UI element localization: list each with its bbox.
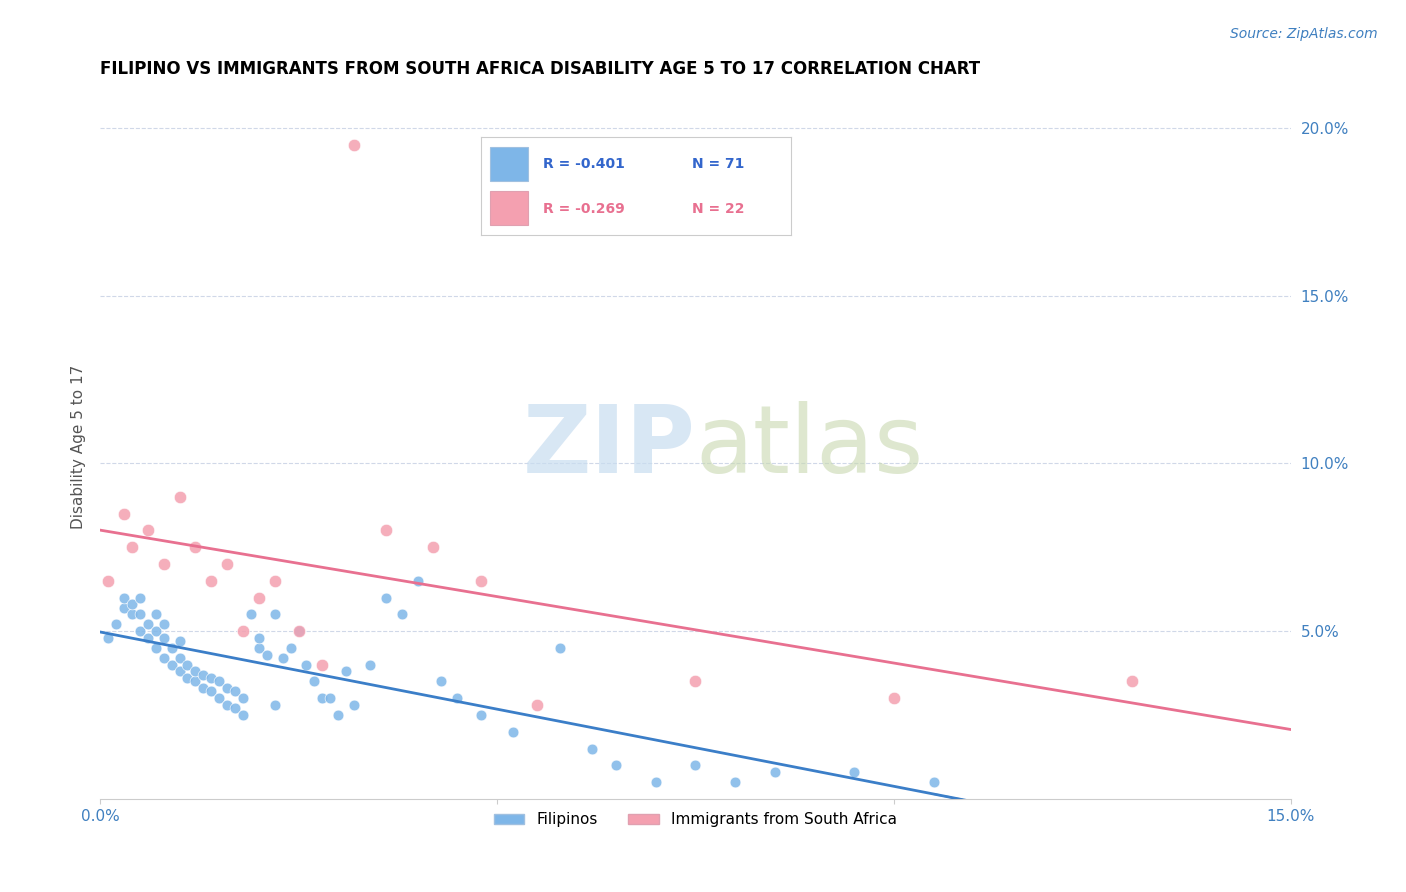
Point <box>247 591 270 605</box>
Point <box>128 591 150 605</box>
Point <box>97 631 120 645</box>
Point <box>160 657 183 672</box>
Point <box>112 507 135 521</box>
Point <box>184 541 207 555</box>
Point <box>184 674 207 689</box>
Point <box>224 684 246 698</box>
Point <box>208 691 231 706</box>
Point <box>922 775 945 789</box>
Point <box>335 665 357 679</box>
Point <box>152 631 174 645</box>
Point <box>446 691 468 706</box>
Point <box>430 674 453 689</box>
Point <box>263 574 285 588</box>
Point <box>374 524 396 538</box>
Point <box>200 684 222 698</box>
Point <box>208 674 231 689</box>
Point <box>136 631 159 645</box>
Point <box>319 691 342 706</box>
Point <box>105 617 128 632</box>
Text: atlas: atlas <box>696 401 924 492</box>
Point <box>724 775 747 789</box>
Point <box>391 607 413 622</box>
Point <box>247 640 270 655</box>
Point <box>685 758 707 772</box>
Point <box>112 591 135 605</box>
Point <box>145 640 167 655</box>
Point <box>328 708 350 723</box>
Point <box>169 665 191 679</box>
Point <box>374 591 396 605</box>
Point <box>152 617 174 632</box>
Point <box>121 541 143 555</box>
Text: ZIP: ZIP <box>523 401 696 492</box>
Point <box>644 775 666 789</box>
Point <box>169 651 191 665</box>
Point <box>263 698 285 712</box>
Point <box>311 691 333 706</box>
Point <box>232 624 254 639</box>
Point <box>470 574 492 588</box>
Point <box>263 607 285 622</box>
Point <box>247 631 270 645</box>
Point <box>422 541 444 555</box>
Text: Source: ZipAtlas.com: Source: ZipAtlas.com <box>1230 27 1378 41</box>
Point <box>145 624 167 639</box>
Point <box>136 617 159 632</box>
Point <box>550 640 572 655</box>
Point <box>287 624 309 639</box>
Point <box>136 524 159 538</box>
Point <box>152 651 174 665</box>
Point <box>169 490 191 504</box>
Point <box>200 671 222 685</box>
Point <box>160 640 183 655</box>
Text: FILIPINO VS IMMIGRANTS FROM SOUTH AFRICA DISABILITY AGE 5 TO 17 CORRELATION CHAR: FILIPINO VS IMMIGRANTS FROM SOUTH AFRICA… <box>100 60 980 78</box>
Point <box>239 607 262 622</box>
Point <box>193 667 215 681</box>
Point <box>232 708 254 723</box>
Point <box>217 681 239 695</box>
Point <box>581 741 603 756</box>
Point <box>287 624 309 639</box>
Point <box>200 574 222 588</box>
Point <box>217 698 239 712</box>
Point <box>343 698 366 712</box>
Point <box>605 758 627 772</box>
Point <box>295 657 318 672</box>
Point <box>502 724 524 739</box>
Legend: Filipinos, Immigrants from South Africa: Filipinos, Immigrants from South Africa <box>488 806 903 833</box>
Point <box>121 607 143 622</box>
Point <box>280 640 302 655</box>
Point <box>359 657 381 672</box>
Point <box>128 607 150 622</box>
Point <box>184 665 207 679</box>
Point <box>169 634 191 648</box>
Point <box>224 701 246 715</box>
Point <box>1121 674 1143 689</box>
Point <box>193 681 215 695</box>
Point <box>112 600 135 615</box>
Point <box>304 674 326 689</box>
Point <box>128 624 150 639</box>
Point <box>406 574 429 588</box>
Point <box>256 648 278 662</box>
Point <box>763 764 786 779</box>
Point <box>152 557 174 571</box>
Point <box>685 674 707 689</box>
Point <box>232 691 254 706</box>
Point <box>176 657 198 672</box>
Y-axis label: Disability Age 5 to 17: Disability Age 5 to 17 <box>72 365 86 529</box>
Point <box>121 597 143 611</box>
Point <box>470 708 492 723</box>
Point <box>97 574 120 588</box>
Point <box>217 557 239 571</box>
Point <box>883 691 905 706</box>
Point <box>271 651 294 665</box>
Point <box>844 764 866 779</box>
Point <box>176 671 198 685</box>
Point <box>311 657 333 672</box>
Point <box>526 698 548 712</box>
Point <box>343 137 366 152</box>
Point <box>145 607 167 622</box>
